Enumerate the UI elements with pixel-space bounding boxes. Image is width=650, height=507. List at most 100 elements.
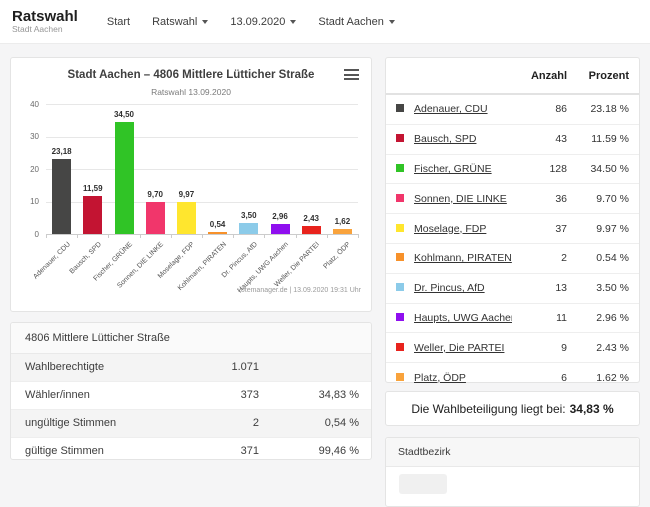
table-row: Weller, Die PARTEI 9 2.43 % [386,333,639,364]
bar-platz-ödp[interactable] [332,228,352,234]
bar-value-label: 2,96 [272,212,288,222]
bar-haupts-uwg-aachen[interactable] [270,224,290,234]
table-row: Bausch, SPD 43 11.59 % [386,125,639,155]
bar-fischer-grüne[interactable] [114,121,134,234]
brand-title: Ratswahl [12,8,78,26]
bar-kohlmann-piraten[interactable] [208,232,228,234]
bar-value-label: 34,50 [113,109,135,119]
district-panel: Stadtbezirk [385,437,640,507]
chart-menu-icon[interactable] [344,69,359,83]
brand-logo[interactable]: Ratswahl Stadt Aachen [12,9,78,34]
candidate-link-dr-pincus-afd[interactable]: Dr. Pincus, AfD [414,282,485,295]
stats-percent: 34,83 % [318,389,359,401]
district-panel-title: Stadtbezirk [386,438,639,467]
candidate-count: 11 [556,311,567,324]
candidate-link-sonnen-die-linke[interactable]: Sonnen, DIE LINKE [414,192,507,205]
chart-title: Stadt Aachen – 4806 Mittlere Lütticher S… [67,69,315,81]
candidate-percent: 9.70 % [596,192,629,205]
candidate-count: 6 [561,371,567,384]
candidate-percent: 2.43 % [596,341,629,354]
candidate-link-platz-ödp[interactable]: Platz, ÖDP [414,371,466,384]
candidate-percent: 9.97 % [596,222,629,235]
bar-bausch-spd[interactable] [83,196,103,234]
nav-item-stadt-aachen[interactable]: Stadt Aachen [307,10,405,34]
turnout-value: 34,83 % [569,401,614,416]
nav-item-start[interactable]: Start [96,10,141,34]
nav-item-13-09-2020[interactable]: 13.09.2020 [219,10,307,34]
stats-count: 371 [240,445,259,457]
turnout-box: Die Wahlbeteiligung liegt bei: 34,83 % [385,391,640,426]
x-axis-tick [139,234,141,238]
table-row: Fischer, GRÜNE 128 34.50 % [386,155,639,185]
nav-item-label: Stadt Aachen [318,15,384,28]
party-color-swatch [396,342,404,351]
candidate-percent: 11.59 % [591,133,629,146]
candidate-count: 2 [561,252,567,265]
stats-percent [259,354,359,381]
table-row: Sonnen, DIE LINKE 36 9.70 % [386,184,639,215]
candidate-link-weller-die-partei[interactable]: Weller, Die PARTEI [414,341,505,354]
candidate-link-haupts-uwg-aachen[interactable]: Haupts, UWG Aachen [414,311,512,324]
table-row: Moselage, FDP 37 9.97 % [386,214,639,244]
y-axis-tick-label: 40 [30,99,39,109]
chart-card: Stadt Aachen – 4806 Mittlere Lütticher S… [10,57,372,312]
chevron-down-icon [388,19,395,24]
chart-credits-link[interactable]: votemanager.de | 13.09.2020 19:31 Uhr [237,287,361,294]
bar-adenauer-cdu[interactable] [52,158,72,234]
bar-value-label: 9,70 [147,190,163,200]
x-axis-tick [295,234,297,238]
party-color-swatch [396,193,404,202]
candidate-percent: 1.62 % [596,371,629,384]
district-stats-card: 4806 Mittlere Lütticher Straße Wahlberec… [10,322,372,460]
nav-item-ratswahl[interactable]: Ratswahl [141,10,219,34]
bar-sonnen-die-linke[interactable] [145,202,165,234]
candidate-link-kohlmann-piraten[interactable]: Kohlmann, PIRATEN [414,252,512,265]
bar-value-label: 2,43 [303,214,319,224]
column-header-anzahl: Anzahl [530,69,567,82]
stats-count: 373 [240,389,259,401]
results-table-header: Anzahl Prozent [386,58,639,95]
bar-dr-pincus-afd[interactable] [239,222,259,234]
stats-count: 2 [252,417,259,429]
x-axis-tick [326,234,328,238]
bar-value-label: 9,97 [178,189,195,199]
chevron-down-icon [290,19,297,24]
candidate-count: 86 [555,103,567,116]
y-axis-tick-label: 0 [34,229,39,239]
chevron-down-icon [202,19,209,24]
party-color-swatch [396,283,404,292]
party-color-swatch [396,104,404,113]
candidate-count: 37 [555,222,567,235]
results-table-body: Adenauer, CDU 86 23.18 % Bausch, SPD 43 11.59… [386,95,639,392]
stats-card-title: 4806 Mittlere Lütticher Straße [11,323,371,354]
x-axis-tick [358,234,359,238]
stats-label: Wahlberechtigte [25,361,105,373]
y-gridline [46,169,358,170]
stats-count: 1.071 [231,361,259,373]
chart-subtitle: Ratswahl 13.09.2020 [151,87,231,97]
candidate-link-moselage-fdp[interactable]: Moselage, FDP [414,222,487,235]
candidate-count: 36 [555,192,567,205]
district-panel-button[interactable] [399,474,447,494]
x-axis-tick [77,234,79,238]
x-axis-tick [170,234,172,238]
stats-label: Wähler/innen [25,389,90,401]
candidate-count: 9 [561,341,567,354]
y-axis-tick-label: 20 [30,164,39,174]
party-color-swatch [396,253,404,262]
candidate-link-bausch-spd[interactable]: Bausch, SPD [414,133,477,146]
party-color-swatch [396,372,404,381]
stats-row-ungültige-stimmen: ungültige Stimmen 2 0,54 % [11,410,371,438]
bar-weller-die-partei[interactable] [301,226,321,234]
candidate-link-fischer-grüne[interactable]: Fischer, GRÜNE [414,162,492,175]
candidate-count: 128 [549,162,567,175]
table-row: Haupts, UWG Aachen 11 2.96 % [386,304,639,334]
candidate-count: 43 [555,133,567,146]
stats-row-wähler-innen: Wähler/innen 373 34,83 % [11,382,371,410]
candidate-link-adenauer-cdu[interactable]: Adenauer, CDU [414,103,488,116]
y-axis-tick-label: 10 [30,197,39,206]
table-row: Dr. Pincus, AfD 13 3.50 % [386,274,639,304]
party-color-swatch [396,134,404,143]
candidate-count: 13 [555,282,567,295]
bar-moselage-fdp[interactable] [176,201,196,234]
